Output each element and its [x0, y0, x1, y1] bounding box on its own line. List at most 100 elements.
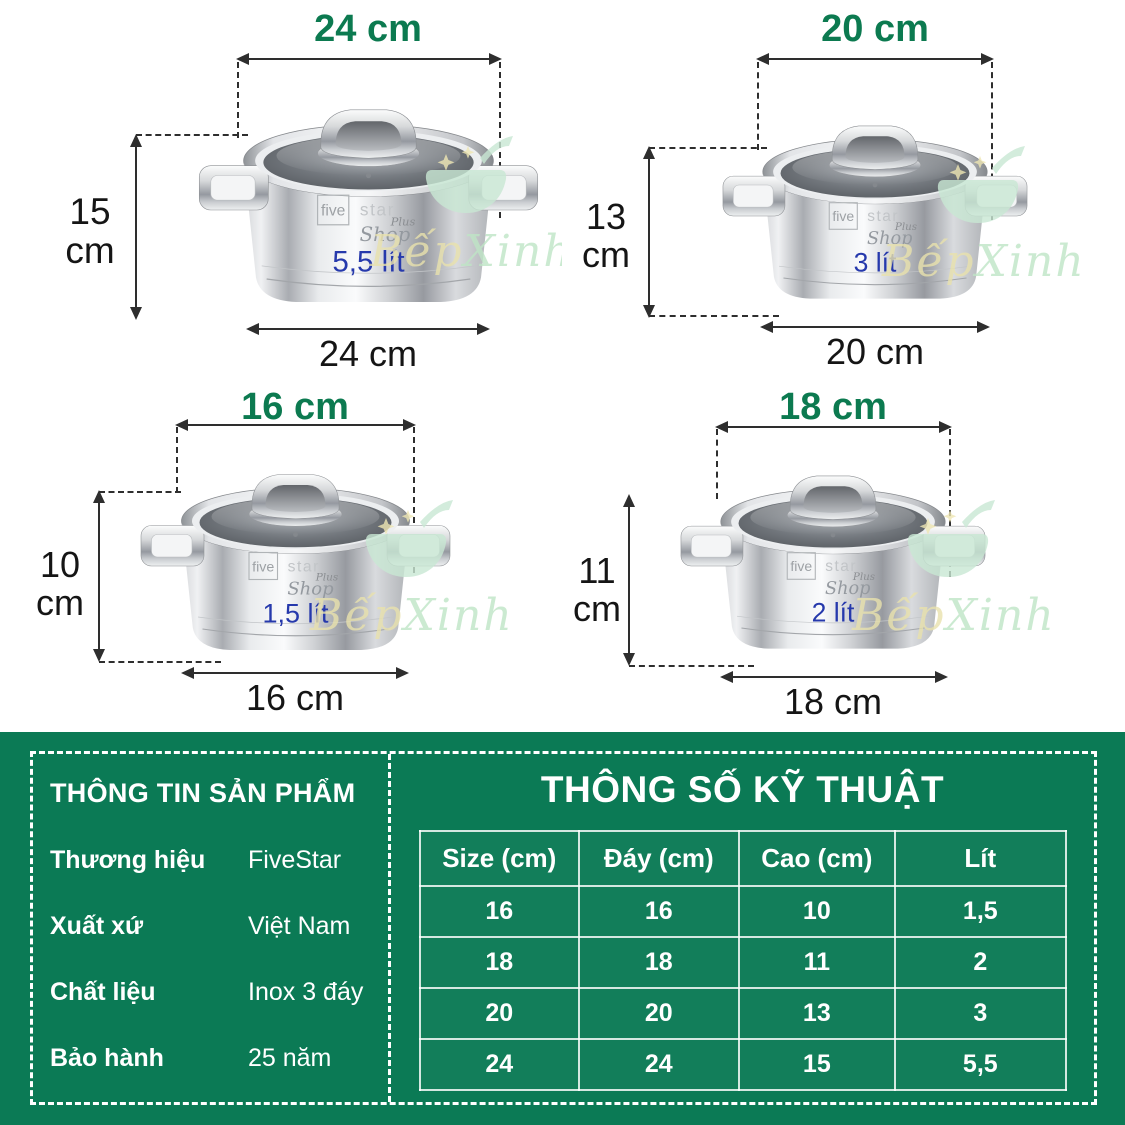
svg-text:five: five	[321, 203, 345, 220]
brand-logo: five star Plus Shop	[828, 202, 917, 249]
guide-dash-top-icon	[99, 491, 181, 493]
spec-cell: 18	[578, 936, 740, 989]
info-value: 25 năm	[248, 1044, 332, 1072]
brand-logo: five star Plus Shop	[248, 551, 339, 600]
spec-cell: 20	[418, 987, 581, 1040]
bottom-diameter-label: 16 cm	[245, 677, 345, 718]
top-dimension-arrow	[756, 53, 994, 65]
info-label: Chất liệu	[50, 978, 156, 1006]
info-row: Thương hiệu FiveStar	[50, 846, 378, 875]
info-label: Thương hiệu	[50, 846, 206, 874]
spec-cell: 24	[418, 1038, 581, 1091]
info-row: Chất liệu Inox 3 đáy	[50, 978, 378, 1007]
pot-handle-right-icon	[386, 525, 451, 567]
capacity-label: 3 lít	[854, 247, 897, 277]
svg-text:five: five	[832, 208, 854, 224]
height-label: 11 cm	[573, 550, 621, 630]
svg-text:Shop: Shop	[867, 229, 913, 249]
pot-illustration: five star Plus Shop 5,5 lít	[198, 109, 539, 302]
brand-logo: five star Plus Shop	[316, 194, 416, 246]
spec-header-row: Size (cm) Đáy (cm) Cao (cm) Lít	[418, 830, 1067, 887]
bottom-dimension-arrow	[760, 321, 990, 333]
pot-illustration: five star Plus Shop 1,5 lít	[140, 474, 451, 650]
bottom-diameter-label: 20 cm	[825, 331, 925, 372]
spec-row: 24 24 15 5,5	[418, 1038, 1067, 1091]
info-value: FiveStar	[248, 846, 342, 874]
capacity-label: 2 lít	[812, 597, 855, 627]
bottom-dimension-arrow	[720, 671, 948, 683]
pot-illustration: five star Plus Shop 2 lít	[680, 475, 986, 649]
spec-cell: 2	[894, 936, 1067, 989]
svg-text:star: star	[825, 558, 857, 575]
guide-dash-right-icon	[949, 429, 951, 577]
height-label: 13 cm	[582, 196, 630, 276]
spec-row: 20 20 13 3	[418, 987, 1067, 1040]
guide-dash-left-icon	[176, 427, 178, 493]
top-diameter-label: 24 cm	[314, 8, 422, 50]
guide-dash-right-icon	[991, 62, 993, 220]
spec-cell: 10	[737, 885, 897, 938]
top-dimension-arrow	[715, 421, 952, 433]
svg-text:star: star	[867, 208, 899, 225]
bottom-dimension-arrow	[181, 667, 409, 679]
bottom-diameter-label: 18 cm	[783, 681, 883, 722]
spec-header-cell: Đáy (cm)	[578, 830, 740, 887]
spec-cell: 16	[418, 885, 581, 938]
svg-text:Plus: Plus	[315, 571, 339, 583]
info-label: Xuất xứ	[50, 912, 144, 940]
guide-dash-right-icon	[413, 427, 415, 573]
spec-cell: 15	[737, 1038, 897, 1091]
info-row: Bảo hành 25 năm	[50, 1044, 378, 1073]
brand-logo: five star Plus Shop	[786, 552, 875, 599]
top-dimension-arrow	[175, 419, 416, 431]
top-diameter-label: 18 cm	[779, 386, 887, 428]
guide-dash-top-icon	[136, 134, 248, 136]
guide-dash-left-icon	[716, 429, 718, 499]
pot-handle-left-icon	[140, 525, 205, 567]
spec-cell: 24	[578, 1038, 740, 1091]
info-value: Việt Nam	[248, 912, 351, 940]
spec-header-cell: Lít	[894, 830, 1067, 887]
spec-header-cell: Size (cm)	[418, 830, 581, 887]
svg-text:five: five	[252, 559, 274, 575]
product-info-panel: THÔNG TIN SẢN PHẨM Thương hiệu FiveStar …	[33, 754, 391, 1102]
svg-text:Plus: Plus	[390, 215, 416, 229]
svg-text:Plus: Plus	[894, 221, 917, 233]
dashed-frame: THÔNG TIN SẢN PHẨM Thương hiệu FiveStar …	[30, 751, 1097, 1105]
guide-dash-bottom-icon	[629, 665, 754, 667]
spec-table: Size (cm) Đáy (cm) Cao (cm) Lít 16 16 10…	[418, 830, 1067, 1091]
info-value: Inox 3 đáy	[248, 978, 364, 1006]
spec-panel-title: THÔNG SỐ KỸ THUẬT	[540, 769, 945, 810]
height-dimension-arrow	[93, 490, 105, 662]
pot-handle-right-icon	[922, 525, 986, 567]
spec-section: THÔNG TIN SẢN PHẨM Thương hiệu FiveStar …	[0, 732, 1125, 1125]
capacity-label: 5,5 lít	[332, 246, 404, 279]
spec-row: 18 18 11 2	[418, 936, 1067, 989]
spec-row: 16 16 10 1,5	[418, 885, 1067, 938]
svg-text:Shop: Shop	[287, 579, 334, 600]
pot-handle-left-icon	[722, 175, 786, 217]
guide-dash-bottom-icon	[649, 315, 779, 317]
spec-cell: 20	[578, 987, 740, 1040]
bottom-diameter-label: 24 cm	[318, 333, 418, 374]
spec-cell: 1,5	[894, 885, 1067, 938]
pot-figure-16cm: 16 cm 10 cm	[0, 374, 562, 732]
height-label: 15 cm	[65, 191, 115, 272]
spec-cell: 18	[418, 936, 581, 989]
height-dimension-arrow	[623, 494, 635, 666]
pot-figure-24cm: 24 cm 15 cm	[0, 0, 562, 374]
pot-figure-20cm: 20 cm 13 cm	[562, 0, 1125, 374]
svg-text:Shop: Shop	[360, 223, 411, 246]
guide-dash-top-icon	[649, 147, 767, 149]
svg-text:Shop: Shop	[825, 579, 871, 599]
pot-handle-left-icon	[680, 525, 744, 567]
guide-dash-left-icon	[237, 62, 239, 138]
top-diameter-label: 20 cm	[821, 8, 929, 50]
spec-cell: 11	[737, 936, 897, 989]
info-label: Bảo hành	[50, 1044, 164, 1072]
spec-panel: THÔNG SỐ KỸ THUẬT Size (cm) Đáy (cm) Cao…	[391, 754, 1094, 1102]
bottom-dimension-arrow	[246, 323, 490, 335]
top-dimension-arrow	[236, 53, 502, 65]
pot-handle-right-icon	[468, 165, 539, 211]
